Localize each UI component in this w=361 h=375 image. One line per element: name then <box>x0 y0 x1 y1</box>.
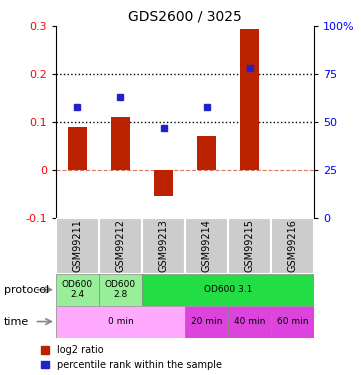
Bar <box>154 170 173 196</box>
Bar <box>197 136 216 170</box>
Text: protocol: protocol <box>4 285 49 295</box>
Bar <box>142 217 185 274</box>
Text: GSM99216: GSM99216 <box>288 219 297 272</box>
Bar <box>228 217 271 274</box>
Bar <box>185 217 228 274</box>
Bar <box>56 274 99 306</box>
Bar <box>56 217 99 274</box>
Text: GSM99213: GSM99213 <box>158 219 169 272</box>
Bar <box>228 306 271 338</box>
Text: OD600 3.1: OD600 3.1 <box>204 285 252 294</box>
Text: OD600
2.4: OD600 2.4 <box>62 280 93 299</box>
Text: GSM99211: GSM99211 <box>73 219 82 272</box>
Bar <box>185 306 228 338</box>
Text: GSM99212: GSM99212 <box>116 219 126 272</box>
Bar <box>68 127 87 170</box>
Text: GSM99214: GSM99214 <box>201 219 212 272</box>
Bar <box>271 217 314 274</box>
Text: 40 min: 40 min <box>234 317 265 326</box>
Text: 60 min: 60 min <box>277 317 308 326</box>
Bar <box>99 217 142 274</box>
Text: GSM99215: GSM99215 <box>244 219 255 272</box>
Bar <box>240 28 259 170</box>
Bar <box>142 274 314 306</box>
Bar <box>56 306 185 338</box>
Text: OD600
2.8: OD600 2.8 <box>105 280 136 299</box>
Text: time: time <box>4 316 29 327</box>
Bar <box>271 306 314 338</box>
Bar <box>111 117 130 170</box>
Legend: log2 ratio, percentile rank within the sample: log2 ratio, percentile rank within the s… <box>41 345 222 370</box>
Text: 0 min: 0 min <box>108 317 133 326</box>
Bar <box>99 274 142 306</box>
Text: 20 min: 20 min <box>191 317 222 326</box>
Title: GDS2600 / 3025: GDS2600 / 3025 <box>128 10 242 24</box>
